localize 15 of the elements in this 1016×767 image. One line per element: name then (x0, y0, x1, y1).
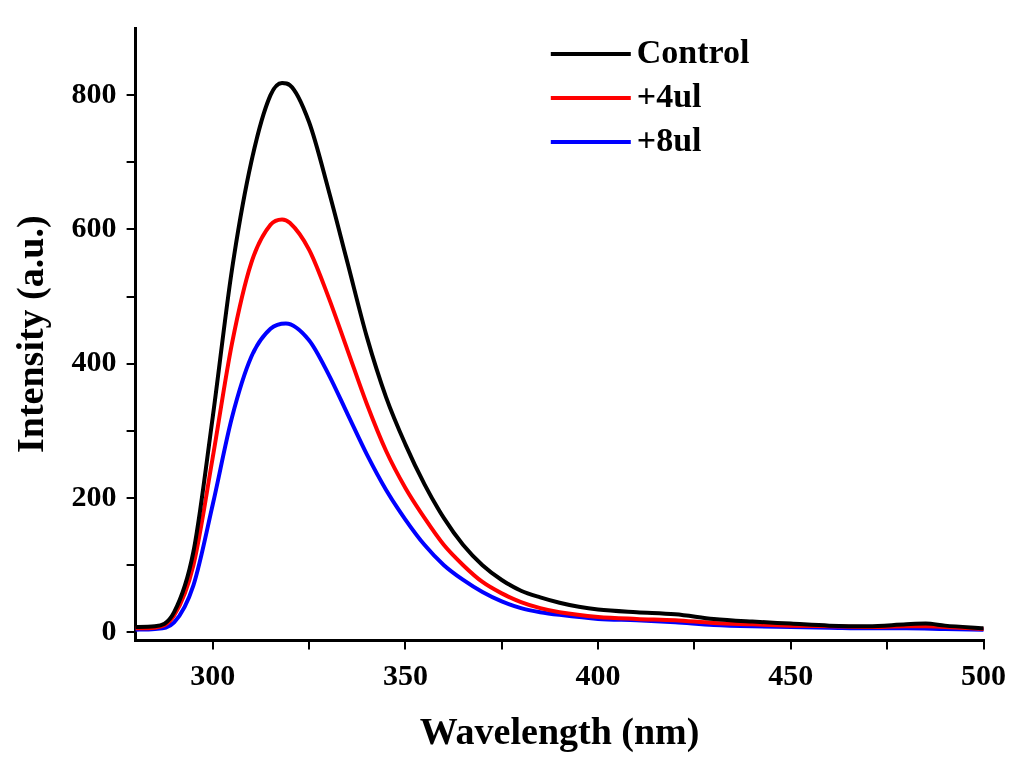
x-tick-label: 400 (575, 658, 621, 692)
y-tick-label: 800 (71, 75, 117, 109)
x-tick-label: 350 (382, 658, 428, 692)
x-tick-label: 450 (768, 658, 814, 692)
y-tick-label: 0 (101, 613, 117, 647)
legend-label: Control (636, 32, 750, 70)
legend-label: +4ul (636, 76, 702, 114)
x-tick-label: 300 (190, 658, 236, 692)
y-tick-label: 200 (71, 478, 117, 512)
y-tick-label: 600 (71, 210, 117, 244)
legend-label: +8ul (636, 120, 702, 158)
x-axis-title: Wavelength (nm) (419, 710, 700, 754)
x-tick-label: 500 (961, 658, 1006, 692)
y-axis-title: Intensity (a.u.) (8, 215, 52, 453)
y-tick-label: 400 (71, 344, 117, 378)
